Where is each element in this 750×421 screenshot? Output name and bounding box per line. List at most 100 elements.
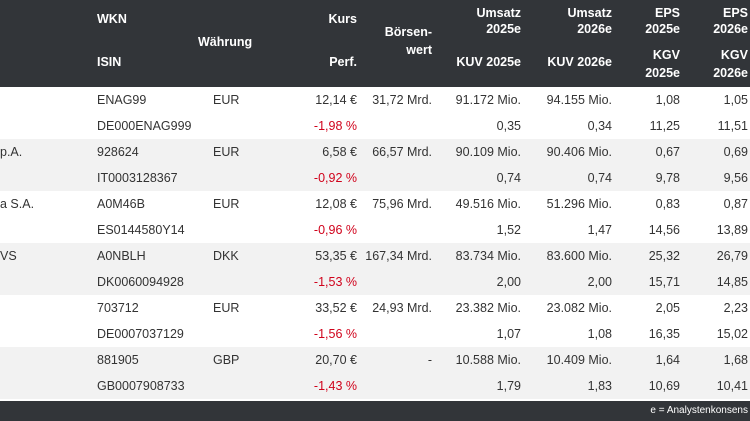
table-row[interactable]: VS A0NBLH DK0060094928 DKK 53,35 € -1,53 % 167… bbox=[0, 243, 750, 295]
kuv-2025-cell: 0,35 bbox=[496, 119, 521, 133]
perf-cell: -1,98 % bbox=[313, 119, 357, 133]
wkn-cell: A0M46B bbox=[97, 197, 145, 211]
col-eps25-header-1[interactable]: EPS bbox=[654, 6, 680, 20]
boersenwert-cell: 24,93 Mrd. bbox=[372, 301, 432, 315]
eps-2026-cell: 2,23 bbox=[723, 301, 748, 315]
umsatz-2026-cell: 83.600 Mio. bbox=[546, 249, 612, 263]
table-row[interactable]: p.A. 928624 IT0003128367 EUR 6,58 € -0,92 % 66… bbox=[0, 139, 750, 191]
isin-cell: DK0060094928 bbox=[97, 275, 184, 289]
perf-cell: -1,53 % bbox=[313, 275, 357, 289]
col-umsatz26-header-1[interactable]: Umsatz bbox=[567, 6, 612, 20]
company-name[interactable]: VS bbox=[0, 249, 17, 263]
boersenwert-cell: 75,96 Mrd. bbox=[372, 197, 432, 211]
isin-cell: ES0144580Y14 bbox=[97, 223, 185, 237]
company-name[interactable]: p.A. bbox=[0, 145, 23, 159]
kurs-cell: 12,08 € bbox=[315, 197, 357, 211]
col-kgv25-header-1[interactable]: KGV bbox=[652, 48, 680, 62]
kgv-2026-cell: 9,56 bbox=[723, 171, 748, 185]
table-row[interactable]: ENAG99 DE000ENAG999 EUR 12,14 € -1,98 % 31,72… bbox=[0, 87, 750, 139]
perf-cell: -0,92 % bbox=[313, 171, 357, 185]
umsatz-2026-cell: 51.296 Mio. bbox=[546, 197, 612, 211]
eps-2025-cell: 25,32 bbox=[648, 249, 680, 263]
kuv-2026-cell: 1,83 bbox=[587, 379, 612, 393]
isin-cell: GB0007908733 bbox=[97, 379, 185, 393]
table-header: WKN ISIN Währung Kurs Perf. Börsen- wert… bbox=[0, 0, 750, 87]
eps-2025-cell: 0,83 bbox=[655, 197, 680, 211]
kgv-2025-cell: 9,78 bbox=[655, 171, 680, 185]
col-waehrung-header[interactable]: Währung bbox=[198, 35, 253, 49]
col-umsatz25-header-1[interactable]: Umsatz bbox=[476, 6, 521, 20]
umsatz-2025-cell: 91.172 Mio. bbox=[455, 93, 521, 107]
currency-cell: DKK bbox=[213, 249, 239, 263]
boersenwert-cell: 66,57 Mrd. bbox=[372, 145, 432, 159]
wkn-cell: ENAG99 bbox=[97, 93, 147, 107]
kurs-cell: 33,52 € bbox=[315, 301, 357, 315]
kurs-cell: 20,70 € bbox=[315, 353, 357, 367]
table-row[interactable]: 881905 GB0007908733 GBP 20,70 € -1,43 % - 10.5… bbox=[0, 347, 750, 399]
eps-2026-cell: 26,79 bbox=[716, 249, 748, 263]
umsatz-2026-cell: 90.406 Mio. bbox=[546, 145, 612, 159]
col-kuv25-header[interactable]: KUV 2025e bbox=[456, 55, 521, 69]
kgv-2026-cell: 11,51 bbox=[717, 119, 748, 133]
kgv-2026-cell: 13,89 bbox=[716, 223, 748, 237]
kurs-cell: 12,14 € bbox=[315, 93, 357, 107]
col-kgv26-header-1[interactable]: KGV bbox=[720, 48, 748, 62]
col-boersenwert-header-1[interactable]: Börsen- bbox=[384, 25, 432, 39]
eps-2025-cell: 2,05 bbox=[655, 301, 680, 315]
eps-2025-cell: 0,67 bbox=[655, 145, 680, 159]
wkn-cell: 928624 bbox=[97, 145, 139, 159]
wkn-cell: A0NBLH bbox=[97, 249, 146, 263]
kuv-2026-cell: 0,34 bbox=[587, 119, 612, 133]
company-name[interactable]: a S.A. bbox=[0, 197, 35, 211]
table-row[interactable]: 703712 DE0007037129 EUR 33,52 € -1,56 % 24,93… bbox=[0, 295, 750, 347]
isin-cell: DE0007037129 bbox=[97, 327, 184, 341]
umsatz-2025-cell: 10.588 Mio. bbox=[455, 353, 521, 367]
col-umsatz26-header-2[interactable]: 2026e bbox=[577, 22, 612, 36]
eps-2026-cell: 1,68 bbox=[723, 353, 748, 367]
col-kurs-header[interactable]: Kurs bbox=[328, 12, 357, 26]
eps-2026-cell: 0,87 bbox=[723, 197, 748, 211]
col-wkn-header[interactable]: WKN bbox=[97, 12, 127, 26]
eps-2025-cell: 1,64 bbox=[655, 353, 680, 367]
umsatz-2025-cell: 83.734 Mio. bbox=[455, 249, 521, 263]
kgv-2025-cell: 15,71 bbox=[648, 275, 680, 289]
kuv-2025-cell: 1,07 bbox=[496, 327, 521, 341]
perf-cell: -0,96 % bbox=[313, 223, 357, 237]
kgv-2026-cell: 14,85 bbox=[716, 275, 748, 289]
wkn-cell: 703712 bbox=[97, 301, 139, 315]
isin-cell: DE000ENAG999 bbox=[97, 119, 192, 133]
kgv-2025-cell: 14,56 bbox=[648, 223, 680, 237]
currency-cell: GBP bbox=[213, 353, 240, 367]
col-kgv25-header-2[interactable]: 2025e bbox=[645, 66, 680, 80]
kgv-2025-cell: 10,69 bbox=[648, 379, 680, 393]
boersenwert-cell: 31,72 Mrd. bbox=[372, 93, 432, 107]
col-eps25-header-2[interactable]: 2025e bbox=[645, 22, 680, 36]
umsatz-2025-cell: 23.382 Mio. bbox=[455, 301, 521, 315]
umsatz-2026-cell: 23.082 Mio. bbox=[546, 301, 612, 315]
eps-2025-cell: 1,08 bbox=[655, 93, 680, 107]
kuv-2026-cell: 0,74 bbox=[587, 171, 612, 185]
col-perf-header[interactable]: Perf. bbox=[329, 55, 357, 69]
currency-cell: EUR bbox=[213, 93, 240, 107]
col-kuv26-header[interactable]: KUV 2026e bbox=[547, 55, 612, 69]
table-row[interactable]: a S.A. A0M46B ES0144580Y14 EUR 12,08 € -0,96 … bbox=[0, 191, 750, 243]
col-eps26-header-2[interactable]: 2026e bbox=[713, 22, 748, 36]
eps-2026-cell: 1,05 bbox=[723, 93, 748, 107]
kuv-2026-cell: 2,00 bbox=[587, 275, 612, 289]
isin-cell: IT0003128367 bbox=[97, 171, 178, 185]
kuv-2025-cell: 0,74 bbox=[496, 171, 521, 185]
eps-2026-cell: 0,69 bbox=[723, 145, 748, 159]
col-isin-header[interactable]: ISIN bbox=[97, 55, 122, 69]
col-eps26-header-1[interactable]: EPS bbox=[722, 6, 748, 20]
col-boersenwert-header-2[interactable]: wert bbox=[406, 43, 432, 57]
kgv-2025-cell: 16,35 bbox=[648, 327, 680, 341]
col-umsatz25-header-2[interactable]: 2025e bbox=[486, 22, 521, 36]
kurs-cell: 6,58 € bbox=[322, 145, 357, 159]
umsatz-2026-cell: 94.155 Mio. bbox=[546, 93, 612, 107]
boersenwert-cell: - bbox=[427, 353, 432, 367]
wkn-cell: 881905 bbox=[97, 353, 139, 367]
umsatz-2025-cell: 49.516 Mio. bbox=[455, 197, 521, 211]
col-kgv26-header-2[interactable]: 2026e bbox=[713, 66, 748, 80]
perf-cell: -1,56 % bbox=[313, 327, 357, 341]
kgv-2025-cell: 11,25 bbox=[649, 119, 680, 133]
